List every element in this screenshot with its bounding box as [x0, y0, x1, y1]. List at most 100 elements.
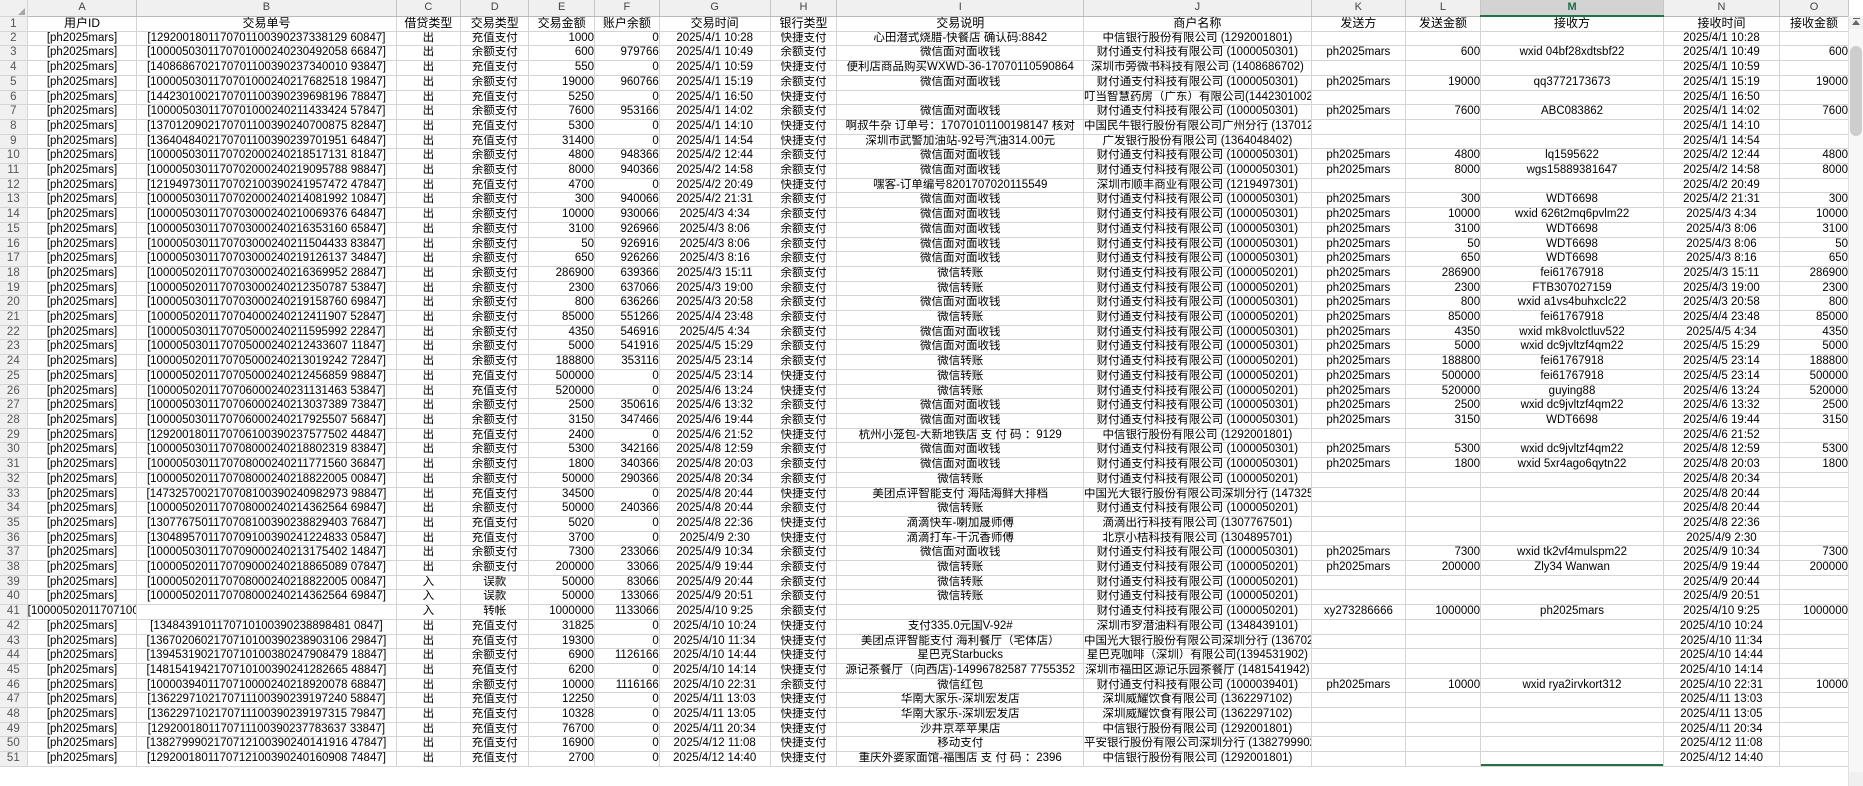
- table-row[interactable]: 42 [ph2025mars] [1348439101170710100390238…: [0, 619, 1850, 635]
- cell-N23[interactable]: 2025/4/5 15:29: [1663, 339, 1780, 356]
- cell-F8[interactable]: 0: [594, 119, 660, 135]
- cell-K44[interactable]: [1311, 648, 1406, 664]
- cell-J19[interactable]: 财付通支付科技有限公司 (1000050201): [1083, 281, 1312, 297]
- cell-O35[interactable]: [1779, 516, 1850, 532]
- cell-K3[interactable]: ph2025mars: [1311, 45, 1406, 62]
- cell-F51[interactable]: 0: [594, 751, 660, 767]
- cell-D21[interactable]: 余额支付: [460, 310, 530, 326]
- cell-C26[interactable]: 出: [396, 384, 462, 400]
- cell-J30[interactable]: 财付通支付科技有限公司 (1000050301): [1083, 442, 1312, 459]
- cell-F44[interactable]: 1126166: [594, 648, 660, 664]
- cell-N33[interactable]: 2025/4/8 20:44: [1663, 487, 1780, 503]
- cell-M27[interactable]: wxid dc9jvltzf4qm22: [1480, 398, 1664, 414]
- cell-N26[interactable]: 2025/4/6 13:24: [1663, 384, 1780, 400]
- cell-L43[interactable]: [1405, 634, 1482, 650]
- cell-D37[interactable]: 余额支付: [460, 545, 530, 562]
- cell-D10[interactable]: 余额支付: [460, 148, 530, 165]
- header-cell-I[interactable]: 交易说明: [836, 16, 1085, 32]
- cell-A5[interactable]: [ph2025mars]: [27, 75, 138, 91]
- table-row[interactable]: 31 [ph2025mars] [1000050301170708000240211…: [0, 457, 1850, 473]
- cell-E42[interactable]: 31825: [528, 619, 596, 635]
- cell-F26[interactable]: 0: [594, 384, 660, 400]
- cell-G39[interactable]: 2025/4/9 20:44: [659, 575, 771, 591]
- table-row[interactable]: 18 [ph2025mars] [1000050201170703000240216…: [0, 266, 1850, 282]
- cell-E14[interactable]: 10000: [528, 207, 596, 223]
- row-header-31[interactable]: 31: [0, 457, 28, 473]
- cell-I44[interactable]: 星巴克Starbucks: [836, 648, 1085, 664]
- cell-C14[interactable]: 出: [396, 207, 462, 223]
- cell-A19[interactable]: [ph2025mars]: [27, 281, 138, 297]
- cell-O31[interactable]: 1800: [1779, 457, 1850, 473]
- cell-E25[interactable]: 500000: [528, 369, 596, 385]
- cell-I43[interactable]: 美团点评智能支付 海利餐厅（宅体店）: [836, 634, 1085, 650]
- cell-H28[interactable]: 余额支付: [770, 413, 838, 429]
- cell-D40[interactable]: 误款: [460, 589, 530, 606]
- cell-F33[interactable]: 0: [594, 487, 660, 503]
- cell-A15[interactable]: [ph2025mars]: [27, 222, 138, 238]
- cell-L15[interactable]: 3100: [1405, 222, 1482, 238]
- cell-F21[interactable]: 551266: [594, 310, 660, 326]
- cell-C6[interactable]: 出: [396, 90, 462, 106]
- cell-M38[interactable]: Zly34 Wanwan: [1480, 560, 1664, 576]
- cell-G48[interactable]: 2025/4/11 13:05: [659, 707, 771, 723]
- cell-B47[interactable]: [1362297102170711100390239197240 58847]: [136, 692, 397, 709]
- cell-O48[interactable]: [1779, 707, 1850, 723]
- cell-F34[interactable]: 240366: [594, 501, 660, 517]
- cell-E4[interactable]: 550: [528, 60, 596, 76]
- cell-L4[interactable]: [1405, 60, 1482, 76]
- table-row[interactable]: 25 [ph2025mars] [1000050201170705000240212…: [0, 369, 1850, 385]
- cell-O16[interactable]: 50: [1779, 237, 1850, 253]
- cell-E8[interactable]: 5300: [528, 119, 596, 135]
- cell-L34[interactable]: [1405, 501, 1482, 517]
- cell-B40[interactable]: [1000050201170708000240214362564 69847]: [136, 589, 397, 606]
- cell-O14[interactable]: 10000: [1779, 207, 1850, 223]
- cell-H10[interactable]: 余额支付: [770, 148, 838, 165]
- cell-C10[interactable]: 出: [396, 148, 462, 165]
- cell-J16[interactable]: 财付通支付科技有限公司 (1000050301): [1083, 237, 1312, 253]
- cell-N8[interactable]: 2025/4/1 14:10: [1663, 119, 1780, 135]
- cell-I19[interactable]: 微信转账: [836, 281, 1085, 297]
- cell-C18[interactable]: 出: [396, 266, 462, 282]
- cell-J4[interactable]: 深圳市旁微书科技有限公司 (1408686702): [1083, 60, 1312, 76]
- cell-K47[interactable]: [1311, 692, 1406, 709]
- cell-I35[interactable]: 滴滴快车-喇加晟师傅: [836, 516, 1085, 532]
- column-header-M[interactable]: M: [1480, 0, 1664, 17]
- cell-N11[interactable]: 2025/4/2 14:58: [1663, 163, 1780, 179]
- cell-F45[interactable]: 0: [594, 663, 660, 679]
- cell-B7[interactable]: [1000050301170701000240211433424 57847]: [136, 104, 397, 120]
- cell-B2[interactable]: [1292001801170701100390237338129 60847]: [136, 31, 397, 47]
- cell-A30[interactable]: [ph2025mars]: [27, 442, 138, 459]
- cell-G15[interactable]: 2025/4/3 8:06: [659, 222, 771, 238]
- cell-B38[interactable]: [1000050201170709000240218865089 07847]: [136, 560, 397, 576]
- cell-K28[interactable]: ph2025mars: [1311, 413, 1406, 429]
- row-header-33[interactable]: 33: [0, 487, 28, 503]
- cell-K51[interactable]: [1311, 751, 1406, 767]
- cell-G41[interactable]: 2025/4/10 9:25: [659, 604, 771, 620]
- cell-O25[interactable]: 500000: [1779, 369, 1850, 385]
- cell-I24[interactable]: 微信转账: [836, 354, 1085, 370]
- cell-M33[interactable]: [1480, 487, 1664, 503]
- cell-L19[interactable]: 2300: [1405, 281, 1482, 297]
- cell-L49[interactable]: [1405, 722, 1482, 738]
- cell-I5[interactable]: 微信面对面收钱: [836, 75, 1085, 91]
- cell-C35[interactable]: 出: [396, 516, 462, 532]
- table-row[interactable]: 28 [ph2025mars] [1000050301170706000240217…: [0, 413, 1850, 429]
- cell-O10[interactable]: 4800: [1779, 148, 1850, 165]
- cell-N3[interactable]: 2025/4/1 10:49: [1663, 45, 1780, 62]
- cell-B41[interactable]: [136, 604, 397, 620]
- cell-C21[interactable]: 出: [396, 310, 462, 326]
- cell-A33[interactable]: [ph2025mars]: [27, 487, 138, 503]
- cell-H27[interactable]: 余额支付: [770, 398, 838, 414]
- cell-H16[interactable]: 余额支付: [770, 237, 838, 253]
- cell-N24[interactable]: 2025/4/5 23:14: [1663, 354, 1780, 370]
- cell-A12[interactable]: [ph2025mars]: [27, 178, 138, 194]
- cell-L51[interactable]: [1405, 751, 1482, 767]
- cell-L41[interactable]: 1000000: [1405, 604, 1482, 620]
- row-header-24[interactable]: 24: [0, 354, 28, 370]
- cell-C17[interactable]: 出: [396, 251, 462, 267]
- cell-J49[interactable]: 中信银行股份有限公司 (1292001801): [1083, 722, 1312, 738]
- cell-D43[interactable]: 充值支付: [460, 634, 530, 650]
- cell-G43[interactable]: 2025/4/10 11:34: [659, 634, 771, 650]
- row-header-44[interactable]: 44: [0, 648, 28, 664]
- cell-C46[interactable]: 出: [396, 678, 462, 694]
